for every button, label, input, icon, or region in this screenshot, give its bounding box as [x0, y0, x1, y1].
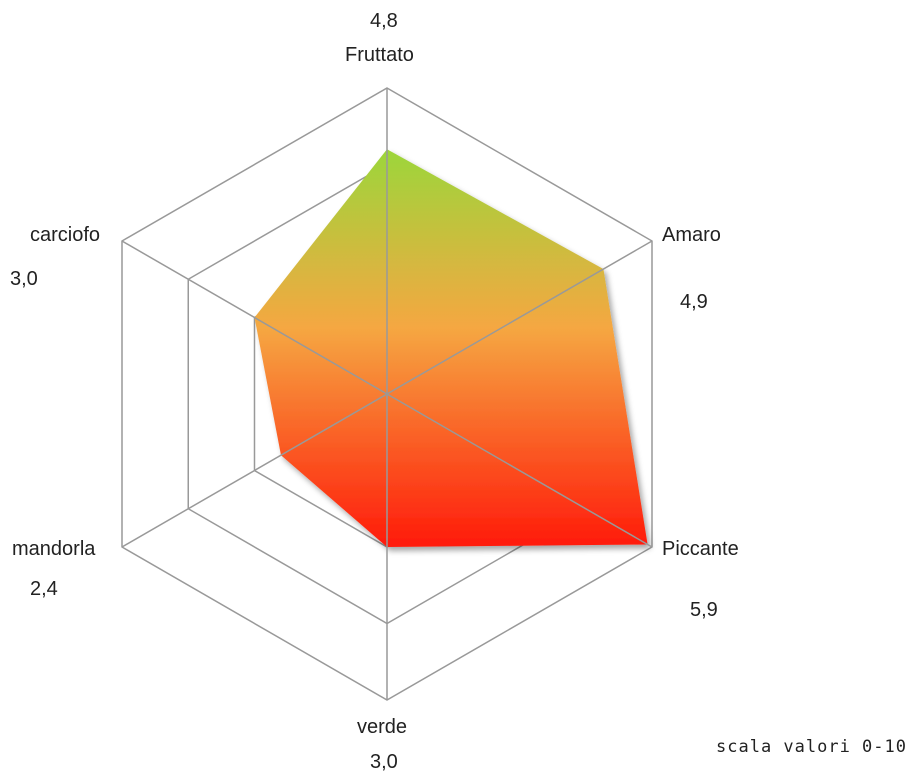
value-label-piccante: 5,9: [690, 599, 718, 621]
value-label-amaro: 4,9: [680, 291, 708, 313]
value-label-carciofo: 3,0: [10, 268, 38, 290]
axis-label-fruttato: Fruttato: [345, 44, 414, 66]
spoke-piccante: [386, 393, 653, 548]
spoke-amaro: [386, 240, 653, 395]
value-label-mandorla: 2,4: [30, 578, 58, 600]
radar-series: [254, 149, 648, 547]
value-label-verde: 3,0: [370, 751, 398, 773]
axis-label-piccante: Piccante: [662, 538, 739, 560]
radar-spokes: [121, 88, 653, 700]
axis-label-amaro: Amaro: [662, 224, 721, 246]
axis-label-verde: verde: [357, 716, 408, 738]
spoke-mandorla: [121, 393, 388, 548]
axis-label-carciofo: carciofo: [30, 224, 101, 246]
scale-note: scala valori 0-10: [716, 737, 907, 757]
value-label-fruttato: 4,8: [370, 10, 398, 32]
axis-label-mandorla: mandorla: [12, 538, 96, 560]
spoke-carciofo: [121, 240, 388, 395]
series-area: [254, 149, 648, 547]
